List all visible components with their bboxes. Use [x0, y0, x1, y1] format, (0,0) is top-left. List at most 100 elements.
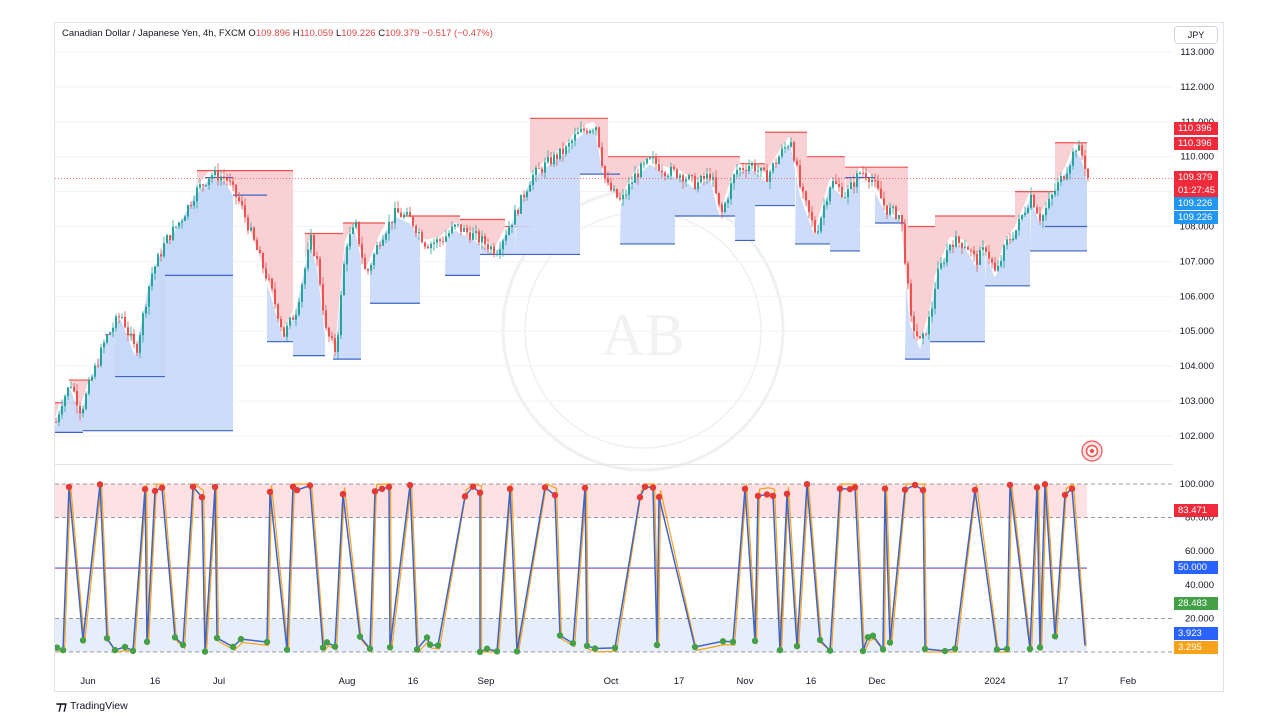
- candle-up: [934, 288, 936, 309]
- candle-down: [412, 216, 414, 226]
- time-tick: 16: [150, 676, 161, 687]
- candle-up: [457, 224, 459, 226]
- candle-up: [1003, 245, 1005, 262]
- candle-up: [937, 268, 939, 289]
- candle-down: [610, 182, 612, 191]
- support-zone: [267, 284, 293, 342]
- oversold-dot: [793, 642, 801, 650]
- candle-down: [883, 198, 885, 206]
- candle-up: [463, 227, 465, 232]
- candle-down: [703, 175, 705, 179]
- candle-down: [604, 165, 606, 179]
- tradingview-logo[interactable]: ⁊⁊ TradingView: [56, 699, 128, 713]
- overbought-dot: [541, 484, 549, 491]
- candle-down: [424, 242, 426, 247]
- candle-up: [154, 266, 156, 274]
- candle-up: [388, 221, 390, 234]
- candle-up: [448, 233, 450, 237]
- candle-down: [229, 180, 231, 182]
- overbought-dot: [971, 486, 979, 494]
- oversold-dot: [121, 643, 129, 651]
- oversold-dot: [1051, 633, 1059, 640]
- candle-up: [685, 179, 687, 182]
- candle-up: [64, 396, 66, 407]
- overbought-dot: [406, 481, 414, 489]
- candle-down: [238, 196, 240, 202]
- candle-down: [127, 327, 129, 335]
- candle-down: [901, 214, 903, 225]
- oversold-dot: [493, 648, 501, 655]
- overbought-dot: [783, 490, 791, 498]
- candle-down: [862, 172, 864, 174]
- osc-tick: 40.000: [1185, 580, 1214, 591]
- candle-down: [742, 167, 744, 170]
- overbought-dot: [189, 483, 197, 490]
- candle-up: [370, 264, 372, 271]
- candle-down: [517, 209, 519, 214]
- resistance-zone: [908, 226, 935, 339]
- oversold-dot: [879, 646, 887, 653]
- candle-up: [520, 194, 522, 214]
- candle-up: [955, 236, 957, 247]
- oversold-band: [55, 618, 1087, 652]
- price-tick: 108.000: [1180, 222, 1214, 233]
- candle-down: [277, 304, 279, 319]
- candle-down: [541, 168, 543, 173]
- overbought-dot: [803, 480, 811, 488]
- candle-down: [223, 176, 225, 178]
- candle-down: [316, 255, 318, 259]
- overbought-dot: [385, 483, 393, 491]
- brand-name: TradingView: [69, 700, 128, 712]
- candle-up: [166, 235, 168, 244]
- candle-down: [232, 181, 234, 185]
- alert-icon[interactable]: [1081, 440, 1103, 462]
- oversold-dot: [426, 641, 434, 648]
- oversold-dot: [886, 639, 894, 646]
- time-axis[interactable]: Jun 16 Jul Aug 16 Sep Oct 17 Nov 16 Dec 2024 17 Feb: [80, 676, 1136, 687]
- candle-up: [82, 408, 84, 414]
- resistance-zone: [69, 380, 91, 405]
- oversold-dot: [201, 648, 209, 655]
- resistance-zone: [1055, 142, 1087, 185]
- oversold-dot: [143, 638, 151, 645]
- candle-down: [583, 128, 585, 131]
- candle-down: [319, 258, 321, 285]
- resistance-zone: [105, 334, 133, 344]
- oversold-dot: [1003, 645, 1011, 653]
- candle-down: [811, 211, 813, 221]
- candle-up: [547, 157, 549, 163]
- candle-down: [658, 164, 660, 171]
- resistance-zone: [845, 167, 908, 296]
- candle-up: [121, 316, 123, 318]
- candle-up: [91, 376, 93, 381]
- price-label: 109.379: [1174, 171, 1218, 184]
- overbought-dot: [469, 483, 477, 490]
- candle-down: [241, 201, 243, 206]
- candle-up: [175, 226, 177, 228]
- oversold-dot: [569, 640, 577, 647]
- currency-button[interactable]: JPY: [1174, 26, 1218, 44]
- overbought-dot: [655, 493, 663, 501]
- candle-up: [850, 182, 852, 189]
- candle-up: [625, 194, 627, 196]
- candle-up: [733, 174, 735, 184]
- candle-down: [793, 142, 795, 161]
- symbol-name[interactable]: Canadian Dollar / Japanese Yen, 4h, FXCM: [62, 28, 246, 39]
- candle-up: [1078, 145, 1080, 151]
- candle-up: [748, 165, 750, 171]
- support-zone: [580, 129, 620, 175]
- candle-up: [784, 147, 786, 149]
- candle-down: [322, 284, 324, 311]
- candle-down: [916, 331, 918, 337]
- support-zone: [445, 231, 480, 276]
- candle-up: [94, 365, 96, 377]
- candle-up: [505, 234, 507, 241]
- oversold-dot: [751, 637, 759, 645]
- candle-down: [283, 327, 285, 337]
- candle-up: [568, 143, 570, 147]
- oversold-dot: [59, 646, 67, 654]
- oversold-dot: [366, 645, 374, 652]
- candle-up: [187, 204, 189, 217]
- oversold-dot: [129, 647, 137, 655]
